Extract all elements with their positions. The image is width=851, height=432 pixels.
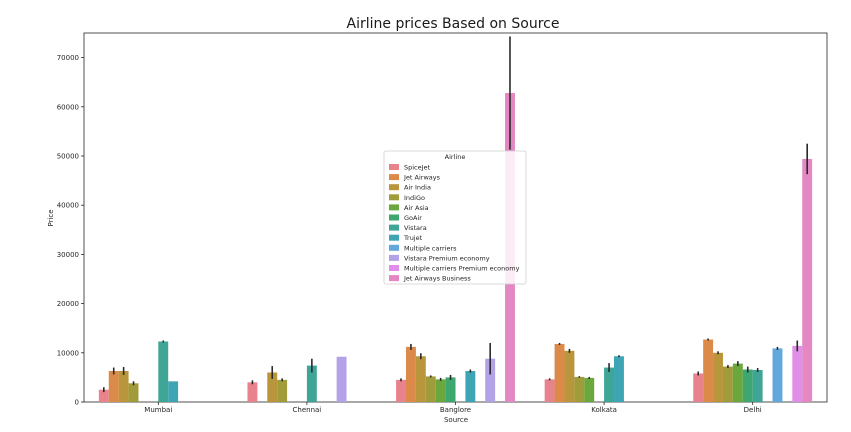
- bar: [277, 379, 288, 402]
- bar: [168, 381, 179, 402]
- y-tick-label: 10000: [57, 349, 79, 357]
- y-tick-label: 70000: [57, 54, 79, 62]
- x-tick-label: Delhi: [744, 406, 762, 414]
- legend-label: Air India: [404, 184, 431, 192]
- legend-swatch: [389, 184, 399, 191]
- legend-swatch: [389, 224, 399, 231]
- bar: [267, 372, 278, 402]
- bar: [425, 376, 436, 402]
- bar: [158, 341, 169, 402]
- bar: [574, 376, 585, 402]
- bar: [703, 339, 714, 402]
- y-tick-label: 30000: [57, 251, 79, 259]
- legend-label: Air Asia: [404, 204, 429, 212]
- legend-label: GoAir: [404, 214, 422, 222]
- bar: [713, 352, 723, 402]
- bar: [772, 348, 783, 402]
- bar: [564, 350, 575, 402]
- bar: [722, 366, 733, 402]
- y-tick-label: 60000: [57, 103, 79, 111]
- bar: [693, 373, 704, 402]
- bar: [415, 356, 426, 402]
- legend-swatch: [389, 174, 399, 181]
- legend-label: Jet Airways Business: [403, 275, 471, 283]
- bar: [554, 343, 565, 402]
- x-tick-label: Banglore: [440, 406, 471, 414]
- bar: [118, 371, 129, 402]
- bar: [405, 346, 416, 402]
- bar: [752, 370, 763, 402]
- bar: [108, 371, 119, 402]
- legend-label: Vistara Premium economy: [404, 254, 490, 262]
- y-tick-label: 50000: [57, 153, 79, 161]
- legend-swatch: [389, 244, 399, 251]
- bar: [485, 358, 496, 402]
- legend-label: Trujet: [403, 234, 423, 242]
- bar: [584, 377, 595, 402]
- bar: [336, 356, 347, 402]
- bar: [792, 345, 803, 402]
- legend-swatch: [389, 194, 399, 201]
- legend-swatch: [389, 275, 399, 282]
- y-tick-label: 0: [75, 399, 79, 407]
- x-tick-label: Chennai: [293, 406, 322, 414]
- legend-swatch: [389, 204, 399, 211]
- legend-swatch: [389, 265, 399, 271]
- legend-swatch: [389, 214, 399, 221]
- legend-label: Multiple carriers: [404, 244, 457, 252]
- bar: [604, 367, 615, 402]
- legend-label: Vistara: [404, 224, 427, 232]
- bar: [435, 379, 446, 402]
- y-tick-label: 20000: [57, 300, 79, 308]
- legend-box: [383, 150, 527, 285]
- bar: [306, 365, 317, 402]
- legend: Airline SpiceJet Jet Airways Air India IndiG…: [383, 150, 527, 285]
- legend-label: IndiGo: [404, 194, 425, 202]
- bar: [445, 377, 456, 402]
- bar: [396, 379, 406, 402]
- y-axis-label: Price: [47, 209, 55, 226]
- legend-label: Multiple carriers Premium economy: [404, 265, 520, 273]
- legend-swatch: [389, 234, 399, 241]
- bar: [614, 356, 624, 402]
- x-axis-label: Source: [444, 416, 468, 424]
- x-tick-label: Kolkata: [591, 406, 617, 414]
- bar: [128, 383, 139, 402]
- legend-swatch: [389, 254, 399, 261]
- bar: [247, 382, 258, 402]
- x-tick-label: Mumbai: [144, 406, 172, 414]
- y-tick-label: 40000: [57, 202, 79, 210]
- chart-title: Airline prices Based on Source: [347, 16, 560, 32]
- legend-swatch: [389, 164, 399, 170]
- bar: [544, 379, 555, 402]
- legend-title: Airline: [445, 153, 466, 161]
- legend-label: Jet Airways: [403, 174, 441, 182]
- bar: [732, 363, 743, 402]
- bar: [742, 369, 753, 402]
- bar: [802, 158, 813, 402]
- bar: [98, 389, 109, 402]
- legend-label: SpiceJet: [404, 164, 431, 172]
- bar: [465, 371, 476, 402]
